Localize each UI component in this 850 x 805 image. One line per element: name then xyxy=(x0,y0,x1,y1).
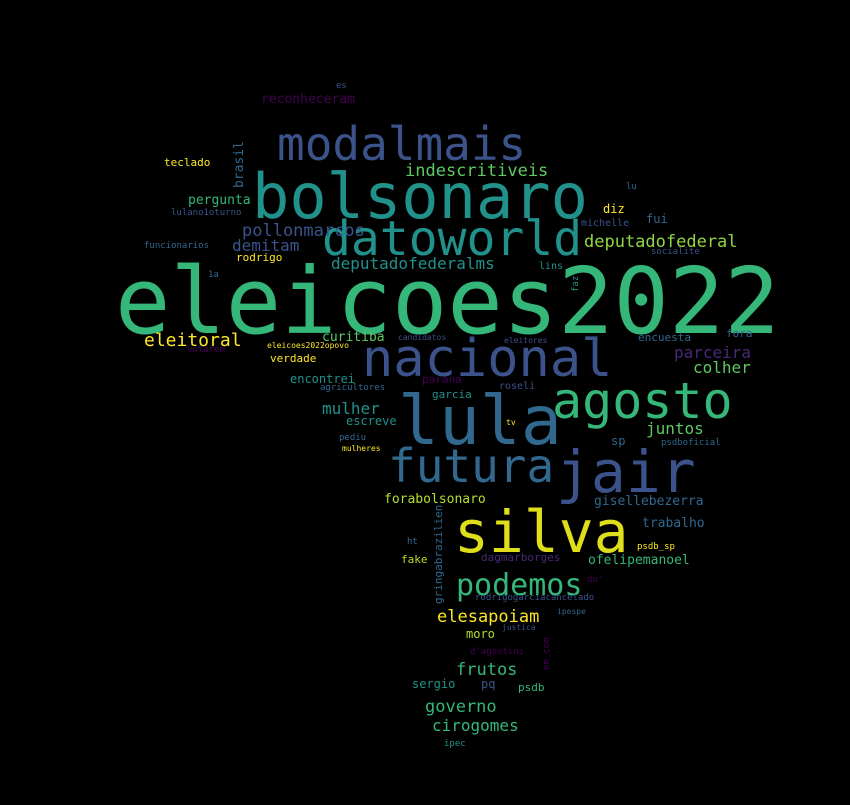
word-curitiba: curitiba xyxy=(322,330,385,345)
word-lula: lula xyxy=(398,382,562,461)
word-frutos: frutos xyxy=(456,660,517,680)
word-futura: futura xyxy=(388,439,554,493)
word-pediu: pediu xyxy=(339,433,366,443)
word-pq: pq xyxy=(481,677,495,691)
word-justica: justica xyxy=(502,623,536,632)
word-modalmais: modalmais xyxy=(277,117,526,171)
word-deputadofederal: deputadofederal xyxy=(584,232,738,252)
word-encontrei: encontrei xyxy=(290,372,355,386)
word-ipespe: ipespe xyxy=(557,607,586,616)
word-pollonmarcos: pollonmarcos xyxy=(242,221,365,241)
word-eleicoes2022opovo: eleicoes2022opovo xyxy=(267,341,349,350)
word-agricultores: agricultores xyxy=(320,383,385,393)
word-verdade: verdade xyxy=(270,352,316,365)
word-michelle: michelle xyxy=(581,218,629,229)
word-socialite: socialite xyxy=(651,247,700,257)
word-tv: tv xyxy=(506,418,516,427)
word-parceira: parceira xyxy=(674,343,751,362)
word-pergunta: pergunta xyxy=(188,193,251,208)
word-mulher: mulher xyxy=(322,399,380,418)
word-podemos: podemos xyxy=(456,568,582,603)
word-indescritiveis: indescritiveis xyxy=(405,161,548,181)
word-colher: colher xyxy=(693,358,751,377)
word-ipec: ipec xyxy=(444,739,466,749)
word-deputadofederalms: deputadofederalms xyxy=(331,254,495,273)
word-eleitores: eleitores xyxy=(504,336,548,345)
word-datoworld: datoworld xyxy=(322,211,582,267)
word-teclado: teclado xyxy=(164,156,210,169)
word-do-: do' xyxy=(587,575,603,585)
word-funcionarios: funcionarios xyxy=(144,241,209,251)
word-em-com: em_com xyxy=(542,637,552,670)
word-moro: moro xyxy=(466,627,495,641)
word-ht: ht xyxy=(407,537,418,547)
word-eleicoes2022: eleicoes2022 xyxy=(115,248,780,355)
word-jair: jair xyxy=(556,438,696,506)
word-diz: diz xyxy=(603,202,625,216)
word-sp: sp xyxy=(611,434,625,448)
word-es: es xyxy=(336,81,347,91)
word-escreve: escreve xyxy=(346,414,397,428)
word-psdboficial: psdboficial xyxy=(661,438,721,448)
word-trabalho: trabalho xyxy=(642,516,705,531)
word-gisellebezerra: gisellebezerra xyxy=(594,494,704,509)
word-reconheceram: reconheceram xyxy=(261,92,355,107)
word-roseli: roseli xyxy=(499,381,535,392)
word-rodrigogarciacancelado: rodrigogarciacancelado xyxy=(475,593,594,603)
word-eleitoral: eleitoral xyxy=(144,330,242,351)
word-mulheres: mulheres xyxy=(342,444,381,453)
word-lins: lins xyxy=(539,261,563,272)
word-fake: fake xyxy=(401,553,428,566)
word-candidatos: candidatos xyxy=(398,333,446,342)
word-fui: fui xyxy=(646,212,668,226)
word-parana: parana xyxy=(422,373,462,386)
word-forabolsonaro: forabolsonaro xyxy=(384,492,486,507)
word-votarem: votarem xyxy=(187,345,225,355)
word-cirogomes: cirogomes xyxy=(432,716,519,735)
word-sergio: sergio xyxy=(412,677,455,691)
word-gringabrazilien: gringabrazilien xyxy=(432,505,445,604)
word-silva: silva xyxy=(454,498,629,566)
word-agosto: agosto xyxy=(552,372,733,430)
word-faz: faz xyxy=(571,276,581,292)
word-d-agostini: d'agostini xyxy=(470,647,524,657)
word-rodrigo: rodrigo xyxy=(236,251,282,264)
word-encuesta: encuesta xyxy=(638,331,691,344)
word-1a: 1a xyxy=(208,270,219,280)
word-ofelipemanoel: ofelipemanoel xyxy=(588,553,690,568)
word-psdb-sp: psdb_sp xyxy=(637,542,675,552)
word-demitam: demitam xyxy=(232,236,299,255)
word-elesapoiam: elesapoiam xyxy=(437,607,539,627)
word-lulano1oturno: lulano1oturno xyxy=(171,208,241,218)
word-psdb: psdb xyxy=(518,681,545,694)
word-brasil: brasil xyxy=(232,141,247,188)
word-juntos: juntos xyxy=(646,419,704,438)
word-nacional: nacional xyxy=(362,329,612,389)
word-garcia: garcia xyxy=(432,388,472,401)
word-lu: lu xyxy=(626,182,637,192)
word-dagmarborges: dagmarborges xyxy=(481,551,560,564)
word-fora: fora xyxy=(726,327,753,340)
word-governo: governo xyxy=(425,697,497,717)
word-bolsonaro: bolsonaro xyxy=(252,160,588,233)
